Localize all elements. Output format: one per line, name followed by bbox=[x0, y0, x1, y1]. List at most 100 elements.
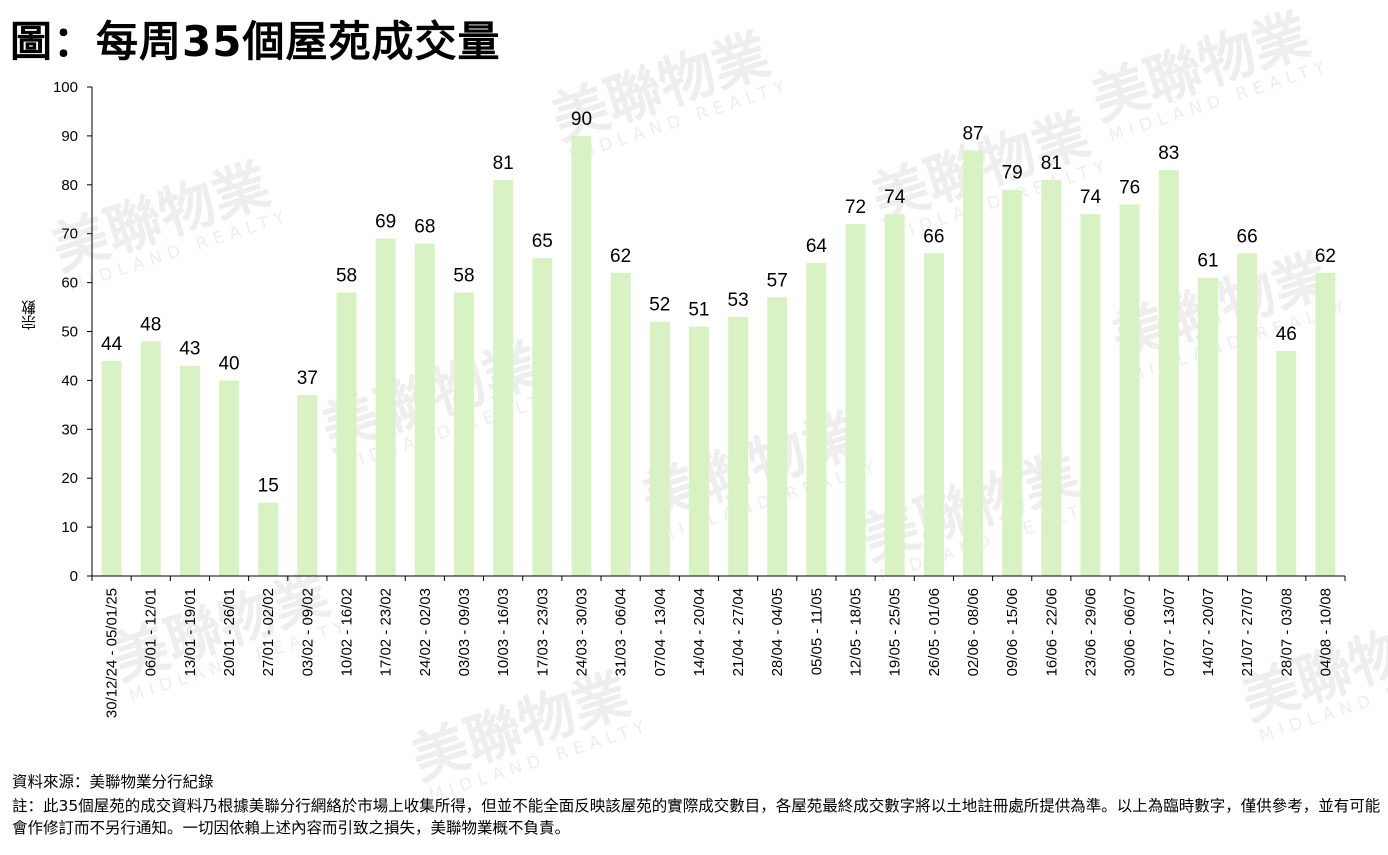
chart-title: 圖：每周35個屋苑成交量 bbox=[10, 17, 501, 66]
bar bbox=[923, 253, 944, 576]
x-tick-label: 31/03 - 06/04 bbox=[613, 588, 630, 676]
bar bbox=[532, 258, 553, 576]
y-tick-label: 10 bbox=[61, 519, 78, 536]
data-label: 51 bbox=[688, 300, 709, 321]
bar bbox=[767, 297, 788, 576]
y-tick-label: 70 bbox=[61, 226, 78, 243]
x-tick-label: 28/04 - 04/05 bbox=[769, 588, 786, 676]
data-label: 81 bbox=[493, 153, 514, 174]
data-label: 74 bbox=[1080, 187, 1102, 208]
bar bbox=[688, 326, 709, 576]
data-label: 62 bbox=[610, 246, 631, 267]
x-tick-label: 03/02 - 09/02 bbox=[299, 588, 316, 676]
data-label: 58 bbox=[453, 265, 474, 286]
bar bbox=[336, 292, 357, 576]
data-label: 90 bbox=[571, 109, 592, 130]
data-label: 64 bbox=[806, 236, 828, 257]
bar bbox=[140, 341, 161, 576]
x-tick-label: 14/07 - 20/07 bbox=[1200, 588, 1217, 676]
bar bbox=[414, 243, 435, 577]
x-tick-label: 13/01 - 19/01 bbox=[182, 588, 199, 676]
data-label: 43 bbox=[179, 339, 200, 360]
bar bbox=[649, 321, 670, 576]
bar bbox=[1197, 277, 1218, 576]
x-tick-label: 12/05 - 18/05 bbox=[848, 588, 865, 676]
x-tick-label: 21/04 - 27/04 bbox=[730, 588, 747, 676]
bar bbox=[1315, 272, 1336, 576]
bar bbox=[1158, 170, 1179, 576]
x-tick-label: 06/01 - 12/01 bbox=[143, 588, 160, 676]
data-label: 46 bbox=[1276, 324, 1297, 345]
data-label: 62 bbox=[1315, 246, 1336, 267]
bar bbox=[375, 238, 396, 576]
data-label: 69 bbox=[375, 212, 396, 233]
x-tick-label: 30/12/24 - 05/01/25 bbox=[104, 588, 121, 718]
bar bbox=[179, 365, 200, 576]
data-label: 15 bbox=[258, 476, 279, 497]
y-tick-label: 20 bbox=[61, 470, 78, 487]
bar-series: 44 30/12/24 - 05/01/25 48 06/01 - 12/01 43 13… bbox=[101, 109, 1336, 718]
y-tick-label: 90 bbox=[61, 128, 78, 145]
data-label: 52 bbox=[649, 295, 670, 316]
bar bbox=[728, 316, 749, 576]
data-label: 61 bbox=[1197, 251, 1218, 272]
x-tick-label: 10/02 - 16/02 bbox=[339, 588, 356, 676]
x-tick-label: 30/06 - 06/07 bbox=[1122, 588, 1139, 676]
data-label: 66 bbox=[923, 226, 944, 247]
bar bbox=[258, 502, 279, 576]
x-tick-label: 24/02 - 02/03 bbox=[417, 588, 434, 676]
x-tick-label: 04/08 - 10/08 bbox=[1317, 588, 1334, 676]
x-tick-label: 21/07 - 27/07 bbox=[1239, 588, 1256, 676]
x-tick-label: 23/06 - 29/06 bbox=[1082, 588, 1099, 676]
bar bbox=[1119, 204, 1140, 577]
data-label: 65 bbox=[532, 231, 553, 252]
x-tick-label: 14/04 - 20/04 bbox=[691, 588, 708, 676]
data-label: 76 bbox=[1119, 177, 1140, 198]
data-label: 74 bbox=[884, 187, 906, 208]
data-label: 57 bbox=[767, 270, 788, 291]
bar bbox=[297, 395, 318, 576]
y-axis-label: 宗數 bbox=[20, 300, 38, 330]
data-label: 83 bbox=[1158, 143, 1179, 164]
bar bbox=[1237, 253, 1258, 576]
axes: 0 10 20 30 40 50 60 70 80 90 100 bbox=[53, 79, 1346, 585]
bar bbox=[610, 272, 631, 576]
x-tick-label: 28/07 - 03/08 bbox=[1278, 588, 1295, 676]
data-label: 81 bbox=[1041, 153, 1062, 174]
x-tick-label: 02/06 - 08/06 bbox=[965, 588, 982, 676]
source-note: 資料來源：美聯物業分行紀錄 bbox=[12, 773, 214, 791]
y-tick-label: 0 bbox=[70, 568, 78, 585]
bar bbox=[219, 380, 240, 576]
x-tick-label: 17/03 - 23/03 bbox=[534, 588, 551, 676]
bar bbox=[1080, 214, 1101, 576]
bar bbox=[1002, 189, 1023, 576]
data-label: 48 bbox=[140, 314, 161, 335]
x-tick-label: 07/04 - 13/04 bbox=[652, 588, 669, 676]
x-tick-label: 07/07 - 13/07 bbox=[1161, 588, 1178, 676]
bar bbox=[884, 214, 905, 576]
bar bbox=[453, 292, 474, 576]
x-tick-label: 10/03 - 16/03 bbox=[495, 588, 512, 676]
disclaimer-note: 註：此35個屋苑的成交資料乃根據美聯分行網絡於市場上收集所得，但並不能全面反映該… bbox=[12, 797, 1381, 837]
x-tick-label: 20/01 - 26/01 bbox=[221, 588, 238, 676]
y-tick-label: 40 bbox=[61, 372, 78, 389]
x-tick-label: 24/03 - 30/03 bbox=[573, 588, 590, 676]
data-label: 53 bbox=[728, 290, 749, 311]
data-label: 68 bbox=[414, 216, 435, 237]
y-tick-label: 50 bbox=[61, 324, 78, 341]
data-label: 37 bbox=[297, 368, 318, 389]
data-label: 79 bbox=[1002, 163, 1023, 184]
x-tick-label: 19/05 - 25/05 bbox=[887, 588, 904, 676]
x-tick-label: 26/05 - 01/06 bbox=[926, 588, 943, 676]
bar bbox=[806, 263, 827, 576]
bar bbox=[101, 360, 122, 576]
x-tick-label: 09/06 - 15/06 bbox=[1004, 588, 1021, 676]
data-label: 40 bbox=[218, 353, 239, 374]
data-label: 58 bbox=[336, 265, 357, 286]
bar bbox=[1041, 179, 1062, 576]
